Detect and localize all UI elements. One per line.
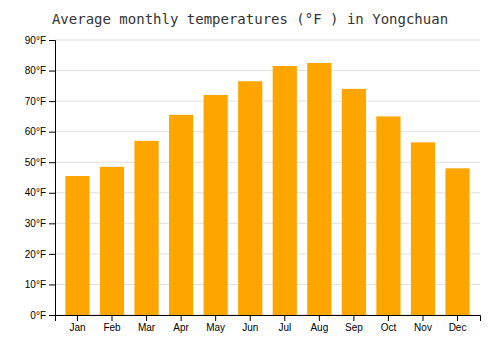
y-tick: 20°F — [25, 249, 55, 260]
y-tick: 50°F — [25, 157, 55, 168]
x-tick: Dec — [449, 315, 467, 333]
x-tick: Jun — [242, 315, 258, 333]
y-tick-label: 70°F — [25, 96, 46, 107]
x-tick-label: Feb — [103, 322, 121, 333]
x-tick-label: Jun — [242, 322, 258, 333]
x-tick-label: Mar — [138, 322, 156, 333]
y-tick: 80°F — [25, 65, 55, 76]
x-tick-label: Apr — [173, 322, 189, 333]
y-tick-mark — [49, 254, 55, 255]
x-tick: Jan — [69, 315, 85, 333]
x-tick: Oct — [381, 315, 397, 333]
x-tick: Nov — [414, 315, 432, 333]
x-tick-mark — [319, 315, 320, 321]
bar — [376, 116, 400, 315]
bar — [169, 115, 193, 315]
chart-container: 0°F 10°F 20°F 30°F 40°F 50°F 60°F 70°F 80°F 90°F J… — [0, 0, 500, 350]
y-tick: 40°F — [25, 187, 55, 198]
y-axis-line — [49, 41, 56, 316]
y-tick-label: 30°F — [25, 218, 46, 229]
x-tick: Jul — [278, 315, 291, 333]
x-tick-label: May — [206, 322, 225, 333]
y-axis: 0°F 10°F 20°F 30°F 40°F 50°F 60°F 70°F 80°F 90°F — [25, 35, 56, 321]
bar — [204, 95, 228, 315]
y-tick: 90°F — [25, 35, 55, 46]
y-tick-mark — [49, 101, 55, 102]
y-tick: 30°F — [25, 218, 55, 229]
x-tick: Aug — [310, 315, 328, 333]
x-tick: Sep — [345, 315, 363, 333]
chart-svg: 0°F 10°F 20°F 30°F 40°F 50°F 60°F 70°F 80°F 90°F J… — [0, 0, 500, 350]
x-tick-label: Jan — [69, 322, 85, 333]
y-tick-label: 10°F — [25, 279, 46, 290]
bar — [411, 142, 435, 315]
x-tick-mark — [422, 315, 423, 321]
y-tick-label: 60°F — [25, 126, 46, 137]
plot-area: 0°F 10°F 20°F 30°F 40°F 50°F 60°F 70°F 80°F 90°F J… — [25, 35, 481, 333]
x-tick: Feb — [103, 315, 121, 333]
x-tick-mark — [215, 315, 216, 321]
y-tick-mark — [49, 162, 55, 163]
x-tick-mark — [353, 315, 354, 321]
y-tick: 70°F — [25, 96, 55, 107]
bar — [307, 63, 331, 315]
y-tick-mark — [49, 40, 55, 41]
x-tick-label: Jul — [278, 322, 291, 333]
x-tick-mark — [77, 315, 78, 321]
y-tick: 60°F — [25, 126, 55, 137]
bar — [65, 176, 89, 315]
y-tick: 10°F — [25, 279, 55, 290]
x-tick: Apr — [173, 315, 189, 333]
x-tick-mark — [388, 315, 389, 321]
grid-line — [55, 70, 480, 71]
y-tick-label: 50°F — [25, 157, 46, 168]
grid-line — [55, 40, 480, 41]
bars — [65, 63, 469, 315]
y-tick-mark — [49, 71, 55, 72]
y-tick-mark — [49, 315, 55, 316]
bar — [134, 141, 158, 315]
x-tick-label: Sep — [345, 322, 363, 333]
x-tick-mark — [250, 315, 251, 321]
bar — [100, 167, 124, 315]
bar — [445, 168, 469, 315]
x-axis: Jan Feb Mar Apr May Jun Jul Aug Sep Oct Nov Dec — [56, 315, 481, 333]
y-tick: 0°F — [30, 310, 55, 321]
x-tick-mark — [112, 315, 113, 321]
x-tick-mark — [457, 315, 458, 321]
x-tick: Mar — [138, 315, 156, 333]
grid-line — [55, 131, 480, 132]
x-tick-mark — [146, 315, 147, 321]
y-tick-mark — [49, 193, 55, 194]
y-tick-label: 40°F — [25, 187, 46, 198]
x-tick-label: Nov — [414, 322, 432, 333]
y-tick-label: 80°F — [25, 65, 46, 76]
bar — [238, 81, 262, 315]
x-tick-label: Dec — [449, 322, 467, 333]
grid — [55, 40, 480, 315]
y-tick-label: 0°F — [30, 310, 46, 321]
bar — [342, 89, 366, 315]
x-tick-mark — [181, 315, 182, 321]
y-tick-mark — [49, 223, 55, 224]
y-tick-label: 20°F — [25, 249, 46, 260]
x-tick-label: Oct — [381, 322, 397, 333]
x-tick: May — [206, 315, 225, 333]
x-axis-line — [56, 316, 481, 322]
y-tick-mark — [49, 284, 55, 285]
x-tick-label: Aug — [310, 322, 328, 333]
grid-line — [55, 101, 480, 102]
title: Average monthly temperatures (°F ) in Yo… — [52, 11, 448, 27]
y-tick-label: 90°F — [25, 35, 46, 46]
x-tick-mark — [284, 315, 285, 321]
y-tick-mark — [49, 132, 55, 133]
bar — [273, 66, 297, 315]
